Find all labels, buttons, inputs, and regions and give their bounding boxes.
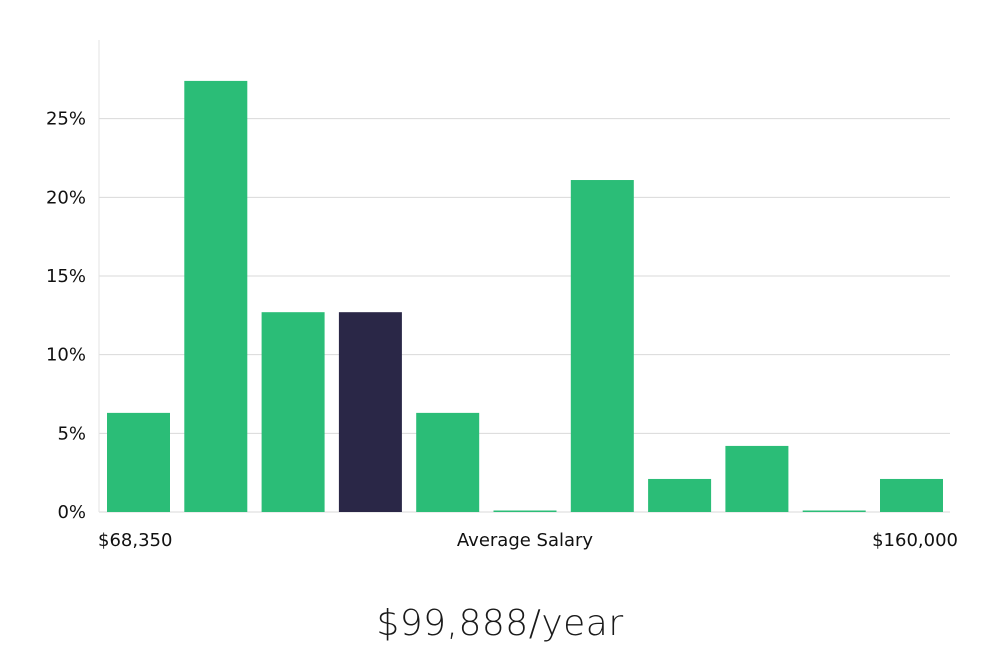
histogram-bar	[725, 445, 789, 512]
x-axis-title: Average Salary	[457, 530, 594, 551]
histogram-bar	[184, 80, 248, 512]
x-max-label: $160,000	[872, 530, 958, 551]
salary-histogram: 0%5%10%15%20%25% $68,350 Average Salary …	[46, 40, 958, 551]
histogram-bar	[880, 478, 943, 512]
histogram-bar	[802, 510, 866, 512]
histogram-bar	[570, 180, 634, 512]
y-tick-label: 0%	[57, 502, 86, 523]
histogram-bar	[648, 478, 712, 512]
y-tick-label: 5%	[57, 423, 86, 444]
average-salary-value: $99,888/year	[376, 603, 624, 644]
y-tick-label: 20%	[46, 187, 86, 208]
histogram-bar	[416, 412, 480, 512]
y-tick-label: 15%	[46, 266, 86, 287]
bars-layer	[107, 80, 943, 512]
histogram-bar	[338, 312, 402, 512]
y-tick-label: 10%	[46, 345, 86, 366]
histogram-bar	[261, 312, 325, 512]
histogram-bar	[493, 510, 557, 512]
y-tick-label: 25%	[46, 109, 86, 130]
histogram-bar	[107, 412, 170, 512]
x-min-label: $68,350	[98, 530, 172, 551]
y-axis-ticks: 0% 5% 10% 15% 20% 25%	[46, 109, 86, 523]
